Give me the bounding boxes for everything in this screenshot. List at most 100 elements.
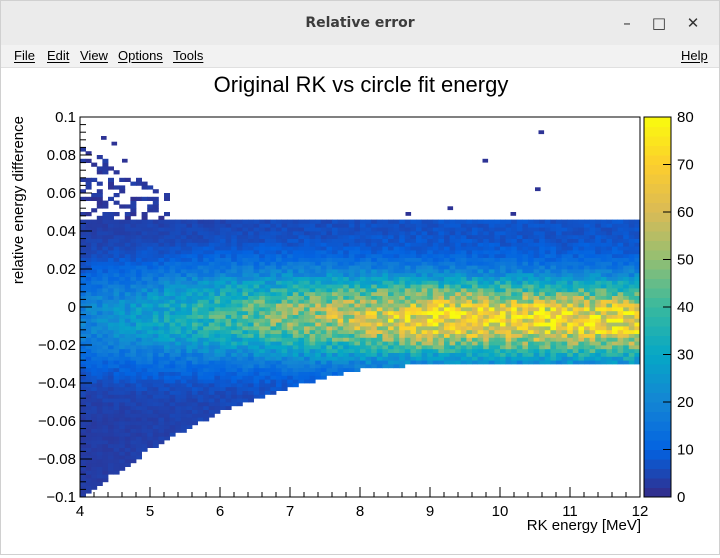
heatmap-cell xyxy=(483,257,490,262)
heatmap-cell xyxy=(91,288,98,293)
menu-edit[interactable]: Edit xyxy=(47,48,70,63)
heatmap-cell xyxy=(612,231,618,236)
heatmap-cell xyxy=(432,257,439,262)
heatmap-cell xyxy=(220,345,226,350)
heatmap-cell xyxy=(248,295,254,300)
heatmap-cell xyxy=(617,227,624,232)
close-button[interactable]: ✕ xyxy=(686,14,700,32)
heatmap-cell xyxy=(236,261,243,266)
menu-tools[interactable]: Tools xyxy=(173,48,204,63)
heatmap-cell xyxy=(192,307,198,312)
heatmap-cell xyxy=(612,257,618,262)
heatmap-cell xyxy=(225,402,232,407)
heatmap-cell xyxy=(225,261,232,266)
heatmap-cell xyxy=(136,371,142,376)
heatmap-cell xyxy=(136,402,142,407)
maximize-button[interactable]: □ xyxy=(651,14,667,32)
heatmap-cell xyxy=(108,265,114,270)
heatmap-cell xyxy=(214,303,221,308)
heatmap-cell xyxy=(623,299,630,304)
heatmap-cell xyxy=(455,242,462,247)
heatmap-cell xyxy=(399,253,406,258)
histogram-plot[interactable]: Original RK vs circle fit energy RK ener… xyxy=(1,68,719,554)
heatmap-cell xyxy=(449,238,456,243)
heatmap-cell xyxy=(466,322,473,327)
heatmap-cell xyxy=(270,253,277,258)
heatmap-cell xyxy=(584,253,590,258)
heatmap-cell xyxy=(606,299,613,304)
heatmap-cell xyxy=(595,333,602,338)
heatmap-cell xyxy=(623,348,630,353)
menu-options[interactable]: Options xyxy=(118,48,163,63)
heatmap-cell xyxy=(85,310,92,315)
heatmap-cell xyxy=(427,291,434,296)
heatmap-cell xyxy=(292,234,299,239)
heatmap-cell xyxy=(80,470,86,475)
minimize-button[interactable]: – xyxy=(623,14,631,32)
menu-file[interactable]: File xyxy=(14,48,35,63)
heatmap-cell xyxy=(365,261,372,266)
heatmap-cell xyxy=(337,352,344,357)
heatmap-cell xyxy=(270,269,277,274)
heatmap-cell xyxy=(164,326,170,331)
heatmap-cell xyxy=(595,280,602,285)
heatmap-cell xyxy=(360,295,366,300)
heatmap-cell xyxy=(365,280,372,285)
heatmap-cell xyxy=(242,383,249,388)
heatmap-cell xyxy=(483,326,490,331)
heatmap-cell xyxy=(567,291,574,296)
root-canvas[interactable]: Original RK vs circle fit energy RK ener… xyxy=(1,68,719,554)
heatmap-cell xyxy=(421,227,428,232)
heatmap-cell xyxy=(259,272,266,277)
heatmap-cell xyxy=(449,360,456,365)
heatmap-cell xyxy=(197,379,204,384)
heatmap-cell xyxy=(444,307,450,312)
heatmap-cell xyxy=(220,253,226,258)
heatmap-cell xyxy=(326,288,333,293)
heatmap-cell xyxy=(354,341,361,346)
heatmap-cell xyxy=(561,272,568,277)
heatmap-cell xyxy=(119,223,126,228)
heatmap-cell xyxy=(432,360,439,365)
heatmap-cell xyxy=(298,371,305,376)
heatmap-cell xyxy=(494,234,501,239)
heatmap-cell xyxy=(371,265,378,270)
heatmap-cell xyxy=(130,310,137,315)
heatmap-cell xyxy=(253,307,260,312)
x-tick-label: 6 xyxy=(216,503,224,520)
heatmap-cell xyxy=(494,261,501,266)
heatmap-cell xyxy=(80,371,86,376)
heatmap-cell xyxy=(404,318,411,323)
heatmap-cell xyxy=(561,276,568,281)
heatmap-cell xyxy=(147,272,154,277)
heatmap-cell xyxy=(141,238,148,243)
heatmap-cell xyxy=(393,307,400,312)
heatmap-cell xyxy=(152,307,159,312)
heatmap-cell xyxy=(281,291,288,296)
heatmap-cell xyxy=(281,265,288,270)
title-bar[interactable]: Relative error – □ ✕ xyxy=(1,1,719,46)
heatmap-cell xyxy=(203,333,210,338)
heatmap-cell xyxy=(315,360,322,365)
heatmap-cell xyxy=(281,276,288,281)
menu-help[interactable]: Help xyxy=(681,48,708,63)
heatmap-cell xyxy=(276,223,282,228)
heatmap-cell xyxy=(158,398,165,403)
heatmap-cell xyxy=(444,356,450,361)
heatmap-cell xyxy=(270,219,277,224)
heatmap-cell xyxy=(119,364,126,369)
menu-view[interactable]: View xyxy=(80,48,108,63)
heatmap-cell xyxy=(432,223,439,228)
heatmap-cell xyxy=(421,341,428,346)
heatmap-cell xyxy=(253,314,260,319)
heatmap-cell xyxy=(606,352,613,357)
heatmap-cell xyxy=(544,310,551,315)
heatmap-cell xyxy=(225,318,232,323)
heatmap-cell xyxy=(460,238,467,243)
heatmap-cell xyxy=(80,352,86,357)
heatmap-cell xyxy=(606,303,613,308)
heatmap-cell xyxy=(152,231,159,236)
heatmap-cell xyxy=(399,261,406,266)
heatmap-cell xyxy=(225,345,232,350)
